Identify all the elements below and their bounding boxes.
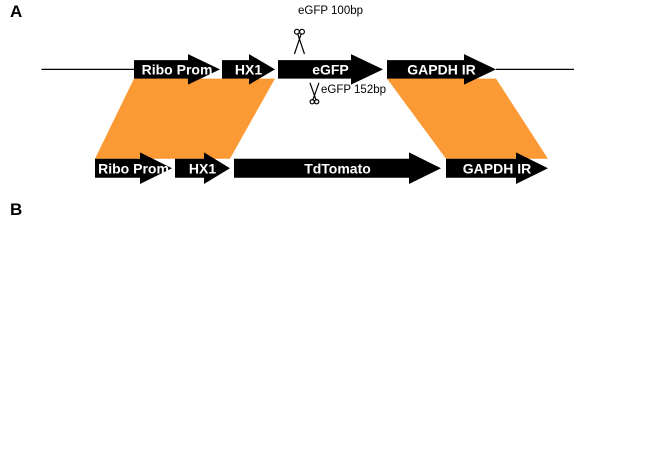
svg-text:Ribo Prom: Ribo Prom	[142, 62, 213, 78]
svg-text:TdTomato: TdTomato	[304, 160, 371, 176]
svg-text:eGFP: eGFP	[312, 62, 349, 78]
svg-text:eGFP 100bp: eGFP 100bp	[298, 5, 363, 17]
svg-text:GAPDH IR: GAPDH IR	[463, 160, 531, 176]
svg-text:eGFP 152bp: eGFP 152bp	[321, 84, 386, 96]
svg-text:Ribo Prom: Ribo Prom	[98, 160, 169, 176]
svg-text:GAPDH IR: GAPDH IR	[407, 62, 475, 78]
svg-text:HX1: HX1	[189, 160, 216, 176]
svg-text:HX1: HX1	[235, 62, 262, 78]
